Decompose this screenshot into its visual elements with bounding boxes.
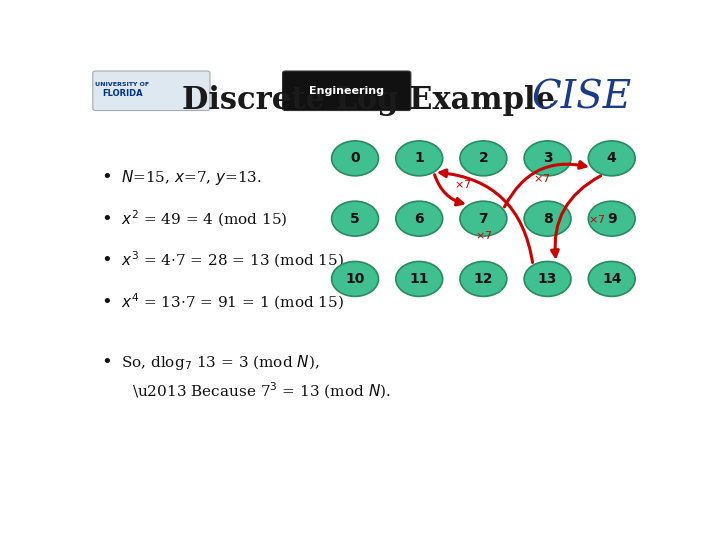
Text: $\times$7: $\times$7	[588, 213, 605, 225]
Text: •: •	[101, 353, 112, 371]
Text: •: •	[101, 293, 112, 311]
Circle shape	[588, 141, 635, 176]
Text: FLORIDA: FLORIDA	[102, 89, 143, 98]
FancyArrowPatch shape	[435, 175, 463, 205]
Text: •: •	[101, 168, 112, 186]
Circle shape	[460, 261, 507, 296]
Text: 9: 9	[607, 212, 616, 226]
Text: 1: 1	[414, 151, 424, 165]
Circle shape	[588, 201, 635, 236]
Circle shape	[524, 141, 571, 176]
FancyArrowPatch shape	[440, 170, 533, 262]
Circle shape	[460, 141, 507, 176]
Text: $\times$7: $\times$7	[474, 230, 492, 241]
Circle shape	[332, 261, 379, 296]
Text: 14: 14	[602, 272, 621, 286]
FancyArrowPatch shape	[552, 176, 600, 256]
Text: CISE: CISE	[531, 79, 631, 116]
Text: $\times$7: $\times$7	[534, 172, 551, 184]
Text: So, dlog$_7$ 13 = 3 (mod $\mathit{N}$),: So, dlog$_7$ 13 = 3 (mod $\mathit{N}$),	[121, 353, 319, 372]
Text: •: •	[101, 251, 112, 269]
Circle shape	[396, 261, 443, 296]
FancyArrowPatch shape	[505, 161, 586, 207]
Circle shape	[332, 201, 379, 236]
Circle shape	[332, 141, 379, 176]
Text: 8: 8	[543, 212, 552, 226]
Text: •: •	[101, 210, 112, 228]
Text: \u2013 Because 7$^3$ = 13 (mod $\mathit{N}$).: \u2013 Because 7$^3$ = 13 (mod $\mathit{…	[132, 381, 391, 401]
Text: 2: 2	[479, 151, 488, 165]
Text: 7: 7	[479, 212, 488, 226]
Text: 4: 4	[607, 151, 616, 165]
Text: 0: 0	[350, 151, 360, 165]
Text: Engineering: Engineering	[309, 85, 384, 96]
Circle shape	[396, 141, 443, 176]
Text: $\mathit{x}^4$ = 13$\cdot$7 = 91 = 1 (mod 15): $\mathit{x}^4$ = 13$\cdot$7 = 91 = 1 (mo…	[121, 292, 343, 312]
Text: $\mathit{N}$=15, $\mathit{x}$=7, $\mathit{y}$=13.: $\mathit{N}$=15, $\mathit{x}$=7, $\mathi…	[121, 167, 262, 186]
Text: 3: 3	[543, 151, 552, 165]
Text: 11: 11	[410, 272, 429, 286]
Text: 5: 5	[350, 212, 360, 226]
FancyBboxPatch shape	[282, 71, 411, 111]
Text: 10: 10	[346, 272, 365, 286]
Circle shape	[524, 201, 571, 236]
Text: $\times$7: $\times$7	[454, 178, 471, 190]
Text: 12: 12	[474, 272, 493, 286]
Text: Discrete Log Example: Discrete Log Example	[182, 85, 556, 116]
Circle shape	[588, 261, 635, 296]
Text: $\mathit{x}^2$ = 49 = 4 (mod 15): $\mathit{x}^2$ = 49 = 4 (mod 15)	[121, 208, 287, 229]
Text: UNIVERSITY OF: UNIVERSITY OF	[95, 82, 150, 87]
Text: 13: 13	[538, 272, 557, 286]
Text: 6: 6	[415, 212, 424, 226]
Text: $\mathit{x}^3$ = 4$\cdot$7 = 28 = 13 (mod 15): $\mathit{x}^3$ = 4$\cdot$7 = 28 = 13 (mo…	[121, 250, 343, 271]
Circle shape	[460, 201, 507, 236]
Circle shape	[524, 261, 571, 296]
Circle shape	[396, 201, 443, 236]
FancyBboxPatch shape	[93, 71, 210, 111]
